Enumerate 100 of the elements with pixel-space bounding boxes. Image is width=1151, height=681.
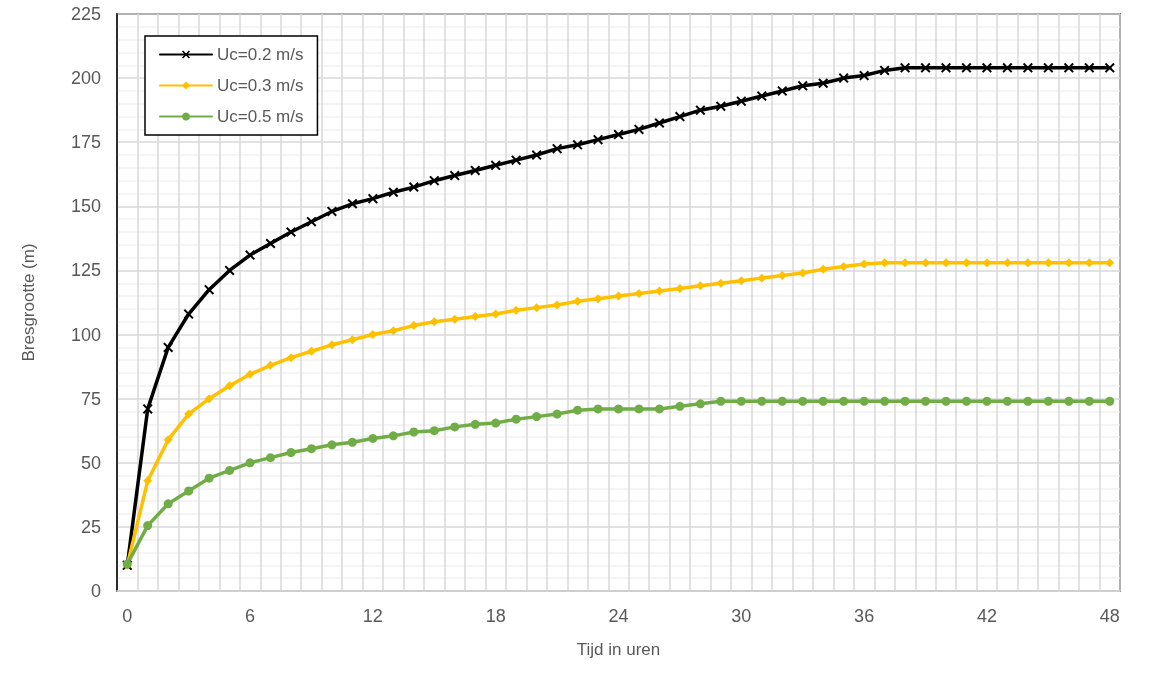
point (798, 396, 808, 406)
point (736, 396, 746, 406)
point (920, 62, 931, 73)
point (1105, 396, 1115, 406)
point (593, 404, 603, 414)
point (839, 396, 849, 406)
point (408, 182, 419, 193)
point (695, 105, 706, 116)
point (941, 396, 951, 406)
point (286, 353, 296, 363)
point (224, 265, 235, 276)
point (470, 312, 480, 322)
point (511, 155, 522, 166)
point (573, 405, 583, 415)
point (614, 291, 623, 301)
x-tick-label: 6 (245, 606, 256, 626)
legend-label: Uc=0.5 m/s (217, 107, 304, 126)
y-tick-label: 125 (70, 260, 101, 281)
point (429, 175, 440, 186)
point (573, 296, 583, 306)
point (879, 65, 890, 76)
point (1084, 62, 1095, 73)
point (777, 271, 787, 281)
x-tick-label: 18 (485, 606, 506, 626)
point (163, 342, 174, 353)
point (1064, 396, 1074, 406)
point (839, 262, 849, 272)
y-tick-label: 25 (80, 516, 101, 537)
point (184, 486, 194, 496)
point (306, 444, 316, 454)
point (490, 160, 501, 171)
point (204, 473, 214, 483)
point (981, 62, 992, 73)
y-tick-label: 225 (70, 4, 101, 24)
point (613, 129, 624, 140)
point (900, 62, 911, 73)
point (859, 70, 870, 81)
point (1104, 62, 1115, 73)
point (716, 278, 726, 288)
point (388, 187, 399, 198)
point (470, 165, 481, 176)
point (552, 300, 562, 310)
point (1002, 62, 1013, 73)
y-tick-label: 100 (70, 324, 101, 345)
point (327, 440, 337, 450)
point (388, 431, 398, 441)
y-tick-label: 75 (80, 388, 101, 409)
point (429, 317, 439, 327)
point (143, 521, 153, 531)
point (593, 134, 604, 145)
point (388, 326, 398, 336)
point (1002, 396, 1012, 406)
y-tick-label: 200 (70, 68, 101, 89)
y-axis-title: Bresgrootte (m) (19, 243, 38, 362)
point (225, 465, 235, 475)
point (1043, 62, 1054, 73)
point (736, 96, 747, 107)
point (675, 283, 685, 293)
x-tick-label: 48 (1099, 606, 1120, 626)
point (532, 412, 542, 422)
x-tick-label: 12 (362, 606, 383, 626)
point (593, 294, 603, 304)
x-tick-label: 30 (731, 606, 752, 626)
point (838, 73, 849, 84)
point (818, 396, 828, 406)
point (961, 62, 972, 73)
point (326, 206, 337, 217)
point (266, 360, 276, 370)
point (511, 414, 521, 424)
point (921, 396, 931, 406)
point (1105, 258, 1115, 268)
y-tick-label: 50 (80, 452, 101, 473)
point (818, 264, 828, 274)
point (286, 448, 296, 458)
point (674, 111, 685, 122)
point (306, 346, 316, 356)
point (347, 198, 358, 209)
point (347, 335, 357, 345)
point (163, 499, 173, 509)
point (777, 85, 788, 96)
point (1023, 396, 1033, 406)
x-tick-label: 24 (608, 606, 629, 626)
point (409, 427, 419, 437)
y-tick-label: 150 (70, 196, 101, 217)
y-tick-label: 175 (70, 132, 101, 153)
point (614, 404, 623, 414)
point (449, 170, 460, 181)
point (859, 396, 869, 406)
point (634, 404, 644, 414)
point (552, 409, 562, 419)
point (757, 396, 767, 406)
point (163, 435, 173, 445)
point (285, 226, 296, 237)
point (368, 330, 378, 340)
point (695, 281, 705, 291)
point (225, 381, 235, 391)
legend-label: Uc=0.2 m/s (217, 45, 304, 64)
point (818, 78, 829, 89)
point (715, 101, 726, 112)
point (429, 426, 439, 436)
